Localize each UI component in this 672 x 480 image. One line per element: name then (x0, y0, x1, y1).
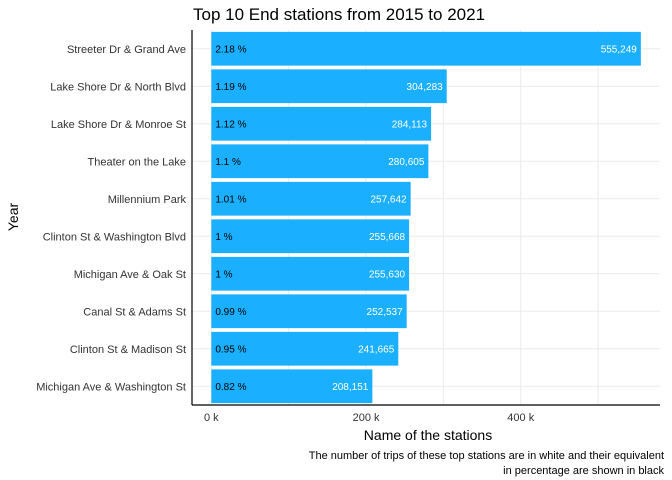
y-tick-label: Clinton St & Madison St (70, 344, 186, 356)
bar-percent-label: 0.82 % (215, 382, 246, 393)
bar (211, 256, 410, 291)
bar-value-label: 255,630 (369, 269, 406, 280)
x-tick-label: 400 k (507, 412, 534, 424)
bar (211, 331, 399, 366)
caption-line-2: in percentage are shown in black (503, 465, 664, 477)
x-tick-label: 0 k (204, 412, 219, 424)
y-tick-label: Lake Shore Dr & North Blvd (50, 81, 186, 93)
bar-value-label: 241,665 (358, 344, 395, 355)
chart-title: Top 10 End stations from 2015 to 2021 (193, 5, 485, 24)
bar-percent-label: 1.12 % (215, 119, 246, 130)
bar-value-label: 208,151 (332, 382, 369, 393)
bar-percent-label: 1 % (215, 269, 232, 280)
bar (211, 31, 641, 66)
y-axis-title: Year (5, 203, 21, 232)
bars: 555,249 2.18 % 304,283 1.19 % 284,113 1.12 % 2… (211, 31, 641, 404)
bar (211, 144, 429, 179)
bar-percent-label: 0.95 % (215, 344, 246, 355)
x-tick-labels: 0 k 200 k 400 k (204, 412, 535, 424)
y-tick-label: Clinton St & Washington Blvd (43, 231, 186, 243)
caption-line-1: The number of trips of these top station… (309, 450, 664, 462)
bar-percent-label: 1.01 % (215, 194, 246, 205)
bar (211, 219, 410, 254)
bar (211, 106, 432, 141)
x-tick-label: 200 k (353, 412, 380, 424)
bar-percent-label: 2.18 % (215, 44, 246, 55)
bar-value-label: 304,283 (407, 82, 444, 93)
bar-value-label: 280,605 (388, 157, 425, 168)
y-tick-label: Streeter Dr & Grand Ave (67, 44, 186, 56)
bar-percent-label: 1.19 % (215, 82, 246, 93)
bar-percent-label: 1 % (215, 232, 232, 243)
bar-percent-label: 1.1 % (215, 157, 241, 168)
bar-value-label: 555,249 (601, 44, 638, 55)
y-tick-labels: Streeter Dr & Grand Ave Lake Shore Dr & N… (36, 44, 186, 394)
bar-value-label: 255,668 (369, 232, 406, 243)
bar (211, 69, 447, 104)
bar-value-label: 257,642 (370, 194, 407, 205)
y-tick-label: Michigan Ave & Washington St (36, 381, 186, 393)
bar-value-label: 284,113 (392, 119, 428, 130)
y-tick-label: Theater on the Lake (88, 156, 186, 168)
x-axis-title: Name of the stations (364, 427, 492, 443)
y-tick-label: Canal St & Adams St (83, 306, 186, 318)
bar (211, 294, 407, 329)
y-tick-label: Lake Shore Dr & Monroe St (51, 119, 186, 131)
bar-value-label: 252,537 (367, 307, 404, 318)
bar-percent-label: 0.99 % (215, 307, 246, 318)
y-tick-label: Millennium Park (108, 194, 187, 206)
bar (211, 369, 373, 404)
bar (211, 181, 411, 216)
y-tick-label: Michigan Ave & Oak St (74, 269, 186, 281)
